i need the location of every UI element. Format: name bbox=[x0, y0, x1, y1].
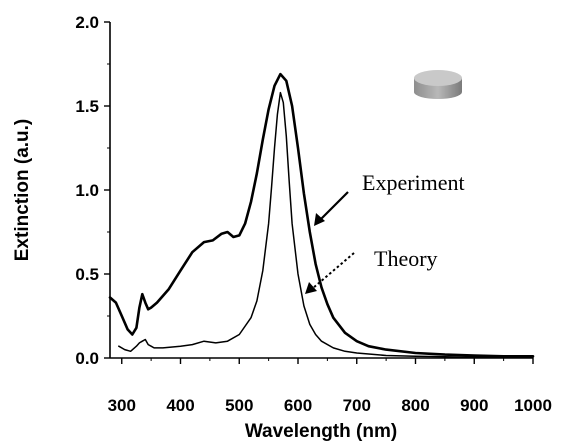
x-tick-label: 800 bbox=[401, 396, 429, 415]
y-tick-label: 1.5 bbox=[75, 97, 99, 116]
annotation-theory-arrow-shaft bbox=[312, 252, 355, 289]
x-tick-label: 1000 bbox=[514, 396, 552, 415]
y-tick-label: 0.5 bbox=[75, 265, 99, 284]
series-line-theory bbox=[118, 91, 534, 359]
y-tick-label: 0.0 bbox=[75, 349, 99, 368]
y-tick-label: 2.0 bbox=[75, 13, 99, 32]
annotation-theory-arrowhead bbox=[305, 282, 317, 294]
annotation-experiment-arrowhead bbox=[314, 213, 325, 226]
annotations: Experiment Theory bbox=[305, 170, 465, 294]
x-tick-label: 700 bbox=[343, 396, 371, 415]
y-tick-label: 1.0 bbox=[75, 181, 99, 200]
x-tick-label: 600 bbox=[284, 396, 312, 415]
x-axis-title: Wavelength (nm) bbox=[245, 421, 397, 442]
x-tick-label: 900 bbox=[460, 396, 488, 415]
annotation-theory-label: Theory bbox=[374, 246, 438, 271]
x-tick-label: 500 bbox=[225, 396, 253, 415]
annotation-experiment-label: Experiment bbox=[362, 170, 465, 195]
nanodisk-icon bbox=[414, 70, 462, 99]
annotation-experiment-arrow-shaft bbox=[317, 191, 349, 223]
plot-area bbox=[108, 72, 535, 359]
y-axis-title: Extinction (a.u.) bbox=[12, 119, 33, 262]
series-line-experiment bbox=[108, 72, 535, 358]
x-tick-label: 400 bbox=[166, 396, 194, 415]
axes: 300 400 500 600 700 800 900 1000 0.0 0.5 1.0 1.5 2.0 bbox=[75, 13, 552, 415]
x-tick-label: 300 bbox=[108, 396, 136, 415]
